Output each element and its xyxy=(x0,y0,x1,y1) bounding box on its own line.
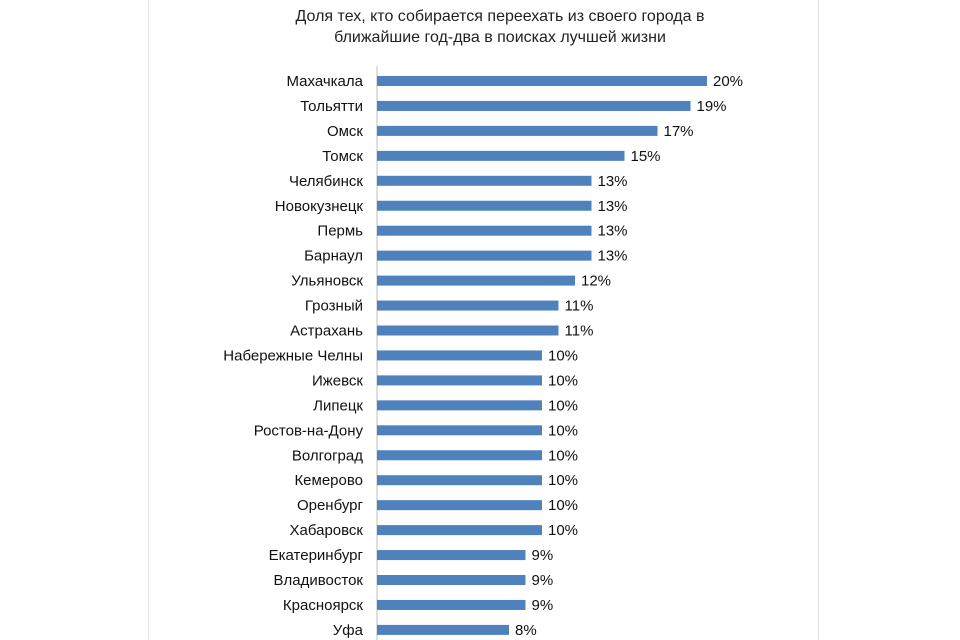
bar xyxy=(377,76,707,86)
category-label: Астрахань xyxy=(290,323,363,340)
value-label: 10% xyxy=(548,372,578,389)
bar xyxy=(377,550,526,561)
value-label: 10% xyxy=(548,397,578,414)
bar xyxy=(377,300,559,311)
category-label: Омск xyxy=(327,123,363,140)
value-label: 13% xyxy=(598,223,628,240)
category-label: Барнаул xyxy=(304,248,363,265)
category-label: Екатеринбург xyxy=(269,547,364,564)
value-label: 10% xyxy=(548,447,578,464)
category-label: Ростов-на-Дону xyxy=(254,422,364,439)
bars-layer: Махачкала 20% Тольятти 19% Омск 17% Томск 15% Че… xyxy=(223,73,743,639)
value-label: 13% xyxy=(598,198,628,215)
category-label: Набережные Челны xyxy=(223,347,363,364)
bar xyxy=(377,500,542,511)
left-frame-line xyxy=(148,0,149,640)
chart-title: Доля тех, кто собирается переехать из св… xyxy=(295,8,705,46)
bar xyxy=(377,200,592,211)
bar xyxy=(377,225,592,236)
value-label: 9% xyxy=(532,597,554,614)
value-label: 9% xyxy=(532,572,554,589)
bar xyxy=(377,275,575,286)
value-label: 19% xyxy=(697,98,727,115)
bar xyxy=(377,525,542,536)
category-label: Пермь xyxy=(317,223,363,240)
category-label: Грозный xyxy=(305,298,363,315)
bar xyxy=(377,400,542,411)
category-label: Ульяновск xyxy=(291,273,363,290)
category-label: Волгоград xyxy=(292,447,363,464)
value-label: 10% xyxy=(548,347,578,364)
bar xyxy=(377,150,625,161)
value-label: 11% xyxy=(565,298,594,315)
value-label: 13% xyxy=(598,248,628,265)
category-label: Кемерово xyxy=(294,472,363,489)
value-label: 10% xyxy=(548,422,578,439)
right-frame-line xyxy=(818,0,819,640)
category-label: Красноярск xyxy=(283,597,364,614)
category-label: Ижевск xyxy=(312,372,363,389)
category-label: Махачкала xyxy=(287,73,364,90)
value-label: 10% xyxy=(548,522,578,539)
bar xyxy=(377,475,542,486)
category-label: Хабаровск xyxy=(290,522,364,539)
bar xyxy=(377,425,542,436)
bar xyxy=(377,575,526,585)
value-label: 9% xyxy=(532,547,554,564)
bar xyxy=(377,350,542,361)
category-label: Владивосток xyxy=(274,572,364,589)
value-label: 20% xyxy=(713,73,743,90)
bar xyxy=(377,624,509,635)
bar xyxy=(377,375,542,386)
bar xyxy=(377,325,559,336)
category-label: Оренбург xyxy=(297,497,364,514)
bar xyxy=(377,175,592,186)
category-label: Тольятти xyxy=(300,98,363,115)
category-label: Уфа xyxy=(333,622,364,639)
bar xyxy=(377,450,542,461)
category-label: Липецк xyxy=(313,397,363,414)
value-label: 12% xyxy=(581,273,611,290)
bar xyxy=(377,250,592,261)
value-label: 10% xyxy=(548,472,578,489)
value-label: 11% xyxy=(565,323,594,340)
value-label: 8% xyxy=(515,622,537,639)
value-label: 10% xyxy=(548,497,578,514)
bar xyxy=(377,125,658,136)
bar xyxy=(377,100,691,111)
value-label: 17% xyxy=(664,123,694,140)
category-label: Челябинск xyxy=(289,173,363,190)
category-label: Томск xyxy=(322,148,363,165)
bar xyxy=(377,599,526,610)
category-label: Новокузнецк xyxy=(275,198,364,215)
value-label: 13% xyxy=(598,173,628,190)
value-label: 15% xyxy=(631,148,661,165)
